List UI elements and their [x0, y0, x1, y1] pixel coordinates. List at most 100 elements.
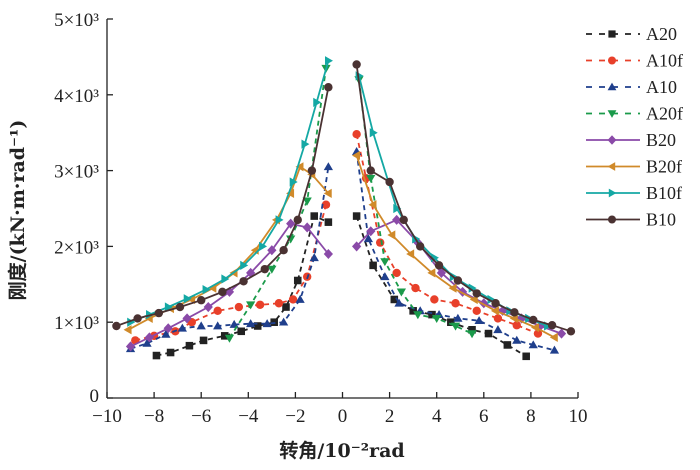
data-point-A10 — [380, 272, 390, 281]
data-point-B20f — [123, 325, 132, 335]
data-point-A10 — [196, 321, 206, 330]
data-point-B10 — [547, 321, 557, 330]
data-point-A20 — [324, 218, 333, 226]
data-point-B10 — [279, 245, 288, 255]
data-point-A10 — [279, 317, 289, 326]
data-point-A10 — [161, 329, 171, 338]
data-point-B20 — [392, 214, 402, 225]
axes — [106, 19, 578, 399]
data-point-B10f — [301, 139, 310, 149]
legend-marker-A20f — [607, 110, 617, 118]
y-tick-label: 2×10³ — [54, 237, 99, 258]
legend-marker-A20 — [608, 30, 616, 38]
data-point-A10f — [288, 295, 298, 304]
data-point-A20f — [286, 235, 296, 244]
legend-marker-B20f — [607, 162, 616, 171]
series-line-B20-negative — [130, 222, 330, 348]
data-point-B20 — [436, 267, 447, 278]
data-point-B20 — [125, 341, 136, 352]
data-point-A20 — [390, 295, 399, 304]
data-point-B10f — [240, 260, 249, 270]
data-point-B20f — [352, 150, 360, 161]
data-point-A20 — [428, 310, 436, 319]
data-point-A20 — [468, 326, 476, 334]
data-point-B10f — [259, 241, 268, 252]
data-point-A10 — [177, 323, 187, 332]
data-point-B20 — [323, 248, 333, 260]
data-point-B20 — [457, 286, 468, 297]
data-point-A10f — [234, 302, 244, 312]
data-point-A20 — [352, 212, 361, 220]
legend-marker-B10 — [608, 215, 616, 224]
data-point-A20 — [199, 336, 208, 345]
legend-item-A10: A10 — [586, 77, 677, 97]
data-point-B10 — [434, 261, 444, 270]
data-point-A20f — [467, 330, 477, 339]
series-B20f — [123, 150, 558, 342]
data-point-B10f — [127, 317, 136, 327]
data-point-B10 — [529, 315, 538, 325]
x-tick-label: −2 — [285, 406, 305, 427]
series-line-A20-positive — [355, 215, 527, 358]
data-point-A10 — [363, 234, 374, 243]
data-point-A10f — [352, 130, 361, 139]
data-point-A20 — [293, 276, 302, 285]
legend-marker-A10f — [608, 56, 616, 65]
data-point-A10 — [528, 340, 538, 349]
data-point-B10f — [164, 302, 173, 312]
data-point-B20f — [368, 200, 377, 210]
data-point-A10f — [472, 306, 481, 316]
legend-label: B20 — [646, 130, 676, 150]
data-point-B10 — [133, 314, 142, 323]
legend-marker-A10 — [607, 82, 617, 91]
series-A20 — [152, 212, 530, 361]
data-point-A10f — [451, 299, 460, 308]
legend-item-A20f: A20f — [586, 104, 683, 124]
data-point-A20 — [282, 303, 290, 311]
data-point-B20 — [479, 298, 489, 309]
series-line-A10-negative — [130, 166, 330, 350]
data-point-B20 — [203, 302, 213, 313]
data-point-A20 — [253, 322, 262, 330]
data-point-A20 — [310, 212, 319, 220]
data-point-A10f — [430, 295, 439, 304]
data-point-A10 — [453, 313, 463, 322]
series-line-B20f-negative — [127, 165, 330, 331]
legend-item-B10: B10 — [586, 210, 676, 230]
y-tick-label: 3×10³ — [54, 162, 99, 183]
data-point-B20 — [144, 332, 155, 343]
data-point-A10 — [295, 294, 305, 303]
data-point-A20 — [503, 341, 512, 349]
data-point-B20 — [163, 323, 173, 334]
data-point-B20 — [224, 286, 235, 297]
x-tick-label: 2 — [385, 406, 395, 427]
data-point-A20f — [267, 265, 277, 274]
data-point-B10 — [175, 302, 185, 312]
data-point-A20 — [237, 327, 246, 336]
data-point-B10 — [510, 308, 519, 317]
data-point-B20 — [556, 328, 567, 339]
legend-label: A10f — [646, 51, 683, 71]
data-point-A10 — [213, 321, 223, 330]
data-point-B10 — [260, 264, 269, 274]
data-point-A20f — [246, 301, 256, 310]
data-point-B10f — [313, 97, 322, 107]
data-point-A10 — [262, 319, 272, 328]
legend-marker-B10f — [608, 188, 617, 198]
y-tick-label: 4×10³ — [54, 86, 99, 107]
data-point-B10f — [202, 284, 211, 295]
data-point-A10 — [549, 345, 560, 354]
x-tick-label: 4 — [432, 406, 442, 427]
data-point-B10 — [293, 215, 302, 225]
data-point-B10 — [385, 177, 394, 187]
data-point-A20f — [380, 258, 390, 267]
data-point-B10 — [239, 277, 248, 286]
data-point-A10f — [274, 299, 284, 308]
series-line-A20f-negative — [228, 68, 327, 339]
legend-item-A10f: A10f — [586, 51, 683, 71]
data-point-B10 — [324, 83, 333, 92]
data-point-B10 — [307, 166, 317, 175]
data-point-B10 — [566, 327, 576, 336]
data-point-B10 — [218, 287, 227, 297]
